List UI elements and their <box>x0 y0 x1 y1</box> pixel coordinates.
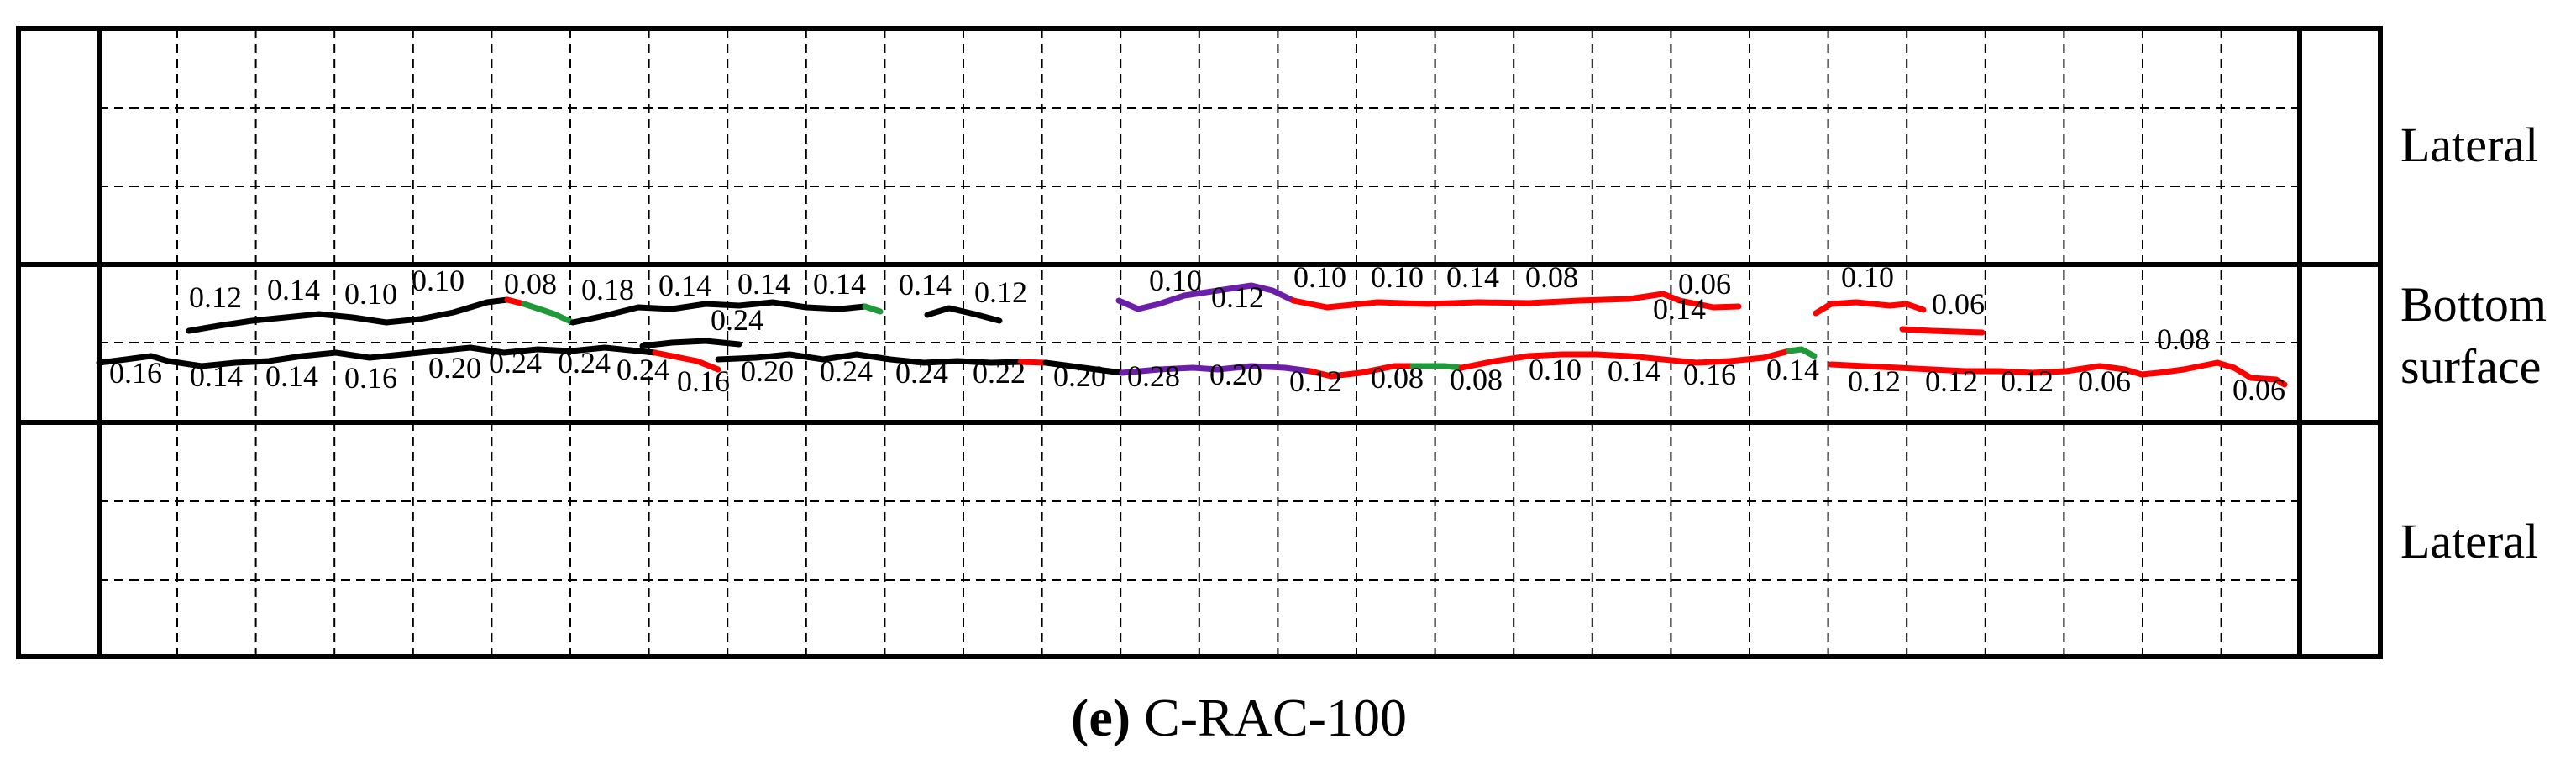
crack-width-label-lower: 0.10 <box>1529 353 1582 386</box>
crack-width-label-upper: 0.14 <box>899 268 952 301</box>
crack-green <box>1786 346 1818 359</box>
crack-width-label-upper: 0.12 <box>974 275 1027 309</box>
crack-width-label-upper: 0.10 <box>1293 260 1346 294</box>
crack-width-label-upper: 0.10 <box>1841 260 1894 294</box>
bottom-surface-label-line2: surface <box>2400 339 2542 394</box>
crack-width-label-upper: 0.12 <box>1211 280 1264 314</box>
lateral-top-label: Lateral <box>2400 118 2539 172</box>
bottom-surface-label-line1: Bottom <box>2400 277 2547 332</box>
crack-width-label-upper: 0.14 <box>737 267 790 301</box>
crack-width-label-lower: 0.24 <box>616 353 669 386</box>
crack-width-label-lower: 0.12 <box>2001 364 2054 398</box>
crack-lines <box>96 282 2288 388</box>
crack-black <box>1042 359 1125 376</box>
lateral-bottom-label: Lateral <box>2400 514 2539 568</box>
crack-red <box>1307 363 1416 380</box>
crack-width-label-lower: 0.08 <box>2157 322 2210 356</box>
crack-width-label-lower: 0.22 <box>973 356 1026 390</box>
crack-red <box>1813 299 1927 317</box>
crack-width-label-upper: 0.08 <box>504 267 557 301</box>
crack-width-label-lower: 0.20 <box>1209 358 1262 391</box>
crack-red <box>652 349 721 373</box>
crack-width-label-lower: 0.16 <box>344 361 397 395</box>
crack-width-label-lower: 0.24 <box>820 354 873 388</box>
crack-red <box>1017 359 1049 366</box>
crack-width-label-upper: 0.06 <box>1932 287 1985 321</box>
crack-width-label-lower: 0.14 <box>265 359 318 393</box>
crack-width-label-upper: 0.24 <box>711 303 763 337</box>
crack-width-label-upper: 0.14 <box>658 269 711 302</box>
crack-width-labels: 0.12 0.14 0.10 0.10 0.08 0.18 0.14 0.14 0.14 0.14… <box>109 260 2285 406</box>
crack-width-label-lower: 0.12 <box>1925 364 1978 398</box>
crack-width-label-lower: 0.06 <box>2078 364 2131 398</box>
crack-width-label-upper: 0.08 <box>1525 260 1578 294</box>
crack-width-label-lower: 0.14 <box>1608 354 1660 388</box>
caption-letter: (e) <box>1071 688 1131 747</box>
crack-width-label-upper: 0.14 <box>813 267 866 301</box>
crack-width-label-lower: 0.08 <box>1371 361 1424 395</box>
outer-border <box>16 26 2383 659</box>
crack-width-label-lower: 0.16 <box>677 364 730 398</box>
crack-green <box>521 301 576 326</box>
crack-green <box>862 303 884 315</box>
crack-green <box>1409 363 1465 371</box>
crack-black <box>924 305 1003 324</box>
crack-width-label-upper: 0.14 <box>1653 292 1706 326</box>
crack-width-label-upper: 0.14 <box>267 273 320 306</box>
crack-width-label-lower: 0.20 <box>741 354 794 388</box>
crack-width-label-lower: 0.16 <box>1683 358 1736 391</box>
crack-width-label-lower: 0.24 <box>489 346 542 380</box>
crack-width-label-lower: 0.14 <box>1766 353 1819 386</box>
crack-red <box>1828 359 2288 388</box>
specimen-outline <box>16 26 2383 659</box>
crack-width-label-lower: 0.20 <box>428 351 481 385</box>
caption-specimen: C-RAC-100 <box>1144 688 1407 747</box>
crack-width-label-upper: 0.10 <box>1371 260 1424 294</box>
crack-width-label-upper: 0.10 <box>412 264 464 297</box>
crack-width-label-upper: 0.06 <box>1678 267 1731 301</box>
crack-purple <box>1119 363 1314 376</box>
crack-width-label-lower: 0.08 <box>1450 363 1503 396</box>
crack-width-label-upper: 0.10 <box>1149 264 1202 297</box>
crack-width-label-lower: 0.24 <box>558 346 611 380</box>
crack-width-label-upper: 0.10 <box>344 277 397 311</box>
crack-width-label-lower: 0.14 <box>190 359 243 393</box>
crack-width-label-lower: 0.20 <box>1053 359 1106 393</box>
dashed-grid <box>99 29 2300 657</box>
figure-caption: (e) C-RAC-100 <box>0 687 2478 749</box>
crack-black <box>569 299 868 326</box>
crack-black <box>186 296 511 334</box>
crack-width-label-lower: 0.12 <box>1289 364 1342 398</box>
crack-width-label-lower: 0.12 <box>1848 364 1901 398</box>
crack-red <box>1899 326 1986 336</box>
crack-width-label-lower: 0.16 <box>109 356 162 390</box>
crack-width-label-upper: 0.12 <box>189 280 242 314</box>
crack-black <box>715 351 1024 366</box>
crack-width-label-upper: 0.18 <box>581 273 634 306</box>
crack-width-label-lower: 0.06 <box>2232 373 2285 406</box>
crack-width-label-lower: 0.28 <box>1127 359 1180 393</box>
crack-width-label-lower: 0.24 <box>895 356 948 390</box>
crack-black <box>639 338 742 349</box>
crack-width-label-upper: 0.14 <box>1446 260 1499 294</box>
crack-red <box>1458 348 1792 371</box>
crack-purple <box>1115 282 1297 312</box>
crack-red <box>1290 291 1742 311</box>
crack-black <box>96 344 658 369</box>
